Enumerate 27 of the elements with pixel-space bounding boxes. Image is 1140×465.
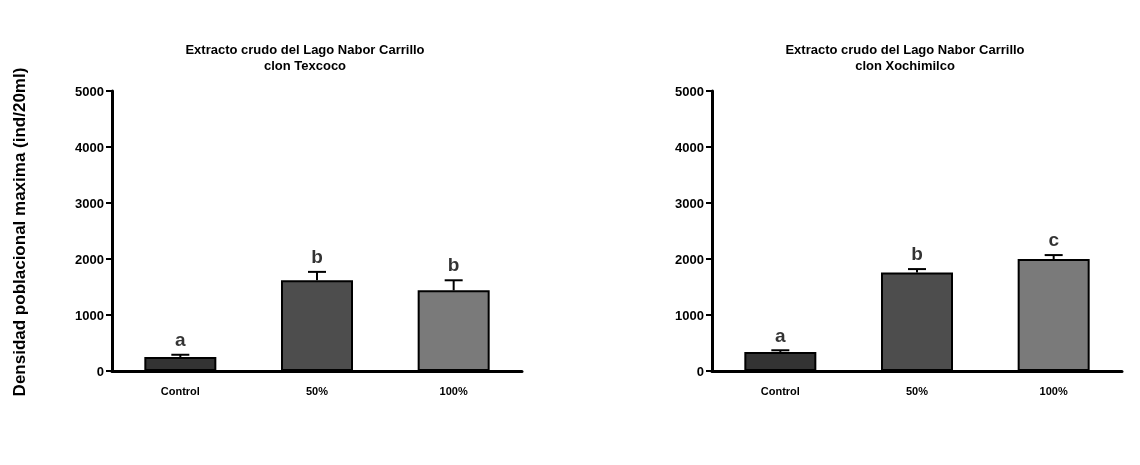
x-tick-label: 100% [1039,384,1068,397]
annotation: c [1048,229,1060,251]
y-axis-title: Densidad poblacional maxima (ind/20ml) [10,67,30,397]
x-tick-label: 50% [905,384,929,397]
y-tick-label: 5000 [675,83,704,99]
y-tick-label: 4000 [75,139,104,155]
x-tick-label: Control [760,384,800,397]
annotation: a [775,324,787,346]
y-tick-label: 0 [696,363,704,379]
y-tick-label: 3000 [675,195,704,211]
y-tick-label: 0 [96,363,104,379]
y-tick-label: 1000 [75,307,104,323]
annotation: b [911,243,923,265]
y-tick-label: 4000 [675,139,704,155]
annotation: b [447,254,460,276]
annotation: a [175,329,187,351]
y-tick-label: 3000 [75,195,104,211]
chart-title: Extracto crudo del Lago Nabor Carrillo clon Texcoco [185,41,425,73]
chart-title: Extracto crudo del Lago Nabor Carrillo clon Xochimilco [785,41,1025,73]
x-tick-label: 50% [305,384,329,397]
y-tick-label: 2000 [75,251,104,267]
x-tick-label: 100% [439,384,468,397]
y-tick-label: 2000 [675,251,704,267]
x-tick-label: Control [160,384,200,397]
y-tick-label: 1000 [675,307,704,323]
y-tick-label: 5000 [75,83,104,99]
annotation: b [311,245,323,267]
